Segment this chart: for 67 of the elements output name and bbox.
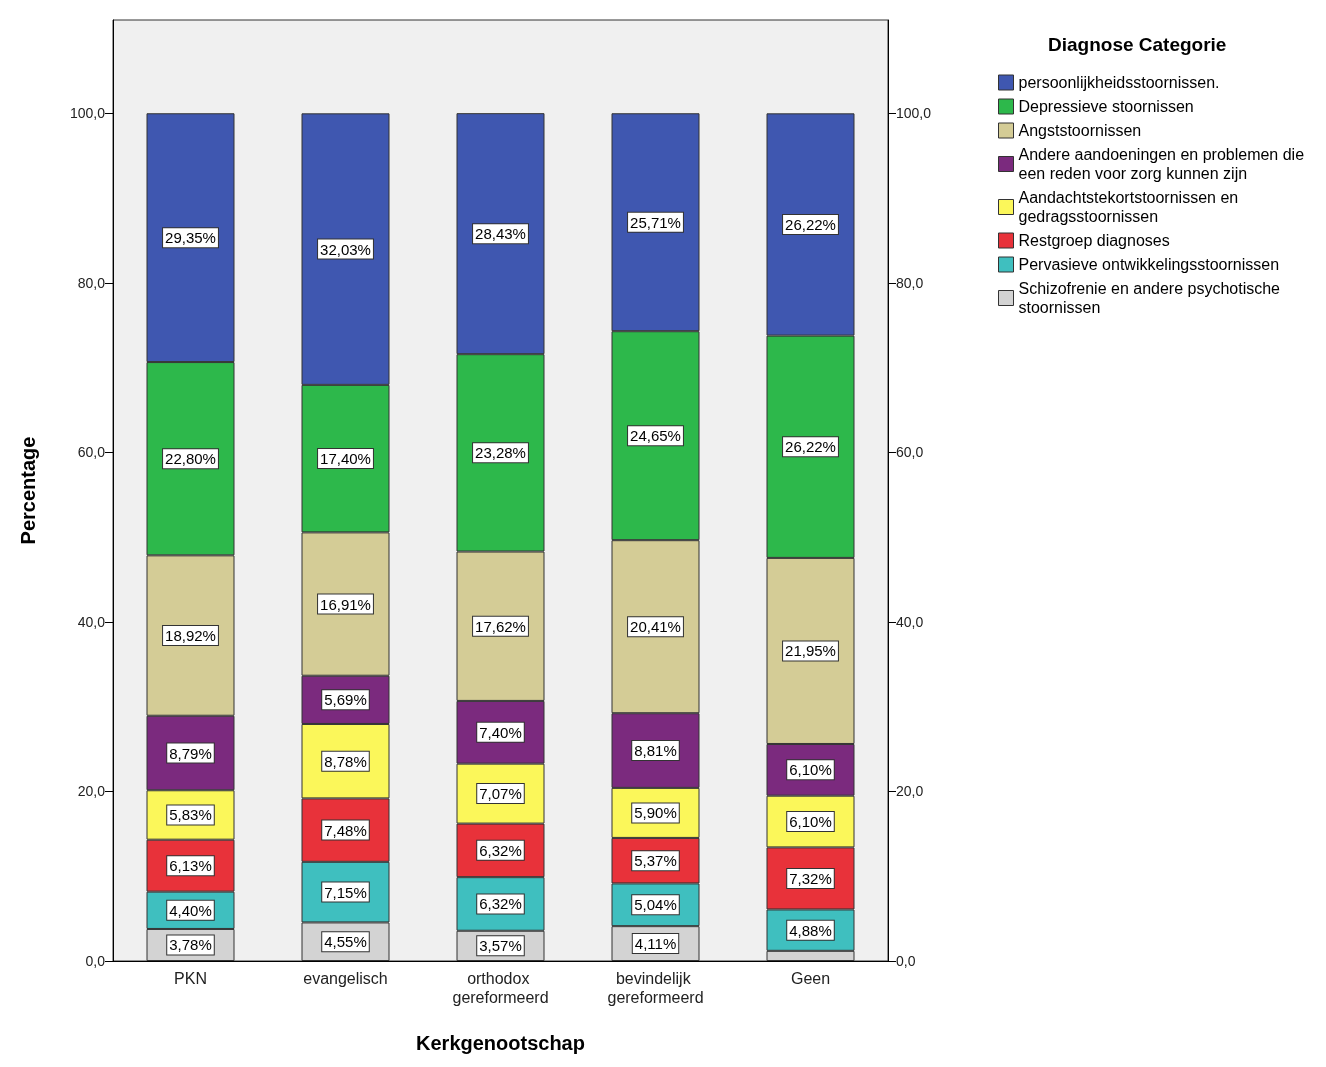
legend-label: Aandachtstekortstoornissen en gedragsstoornissen <box>1018 189 1243 225</box>
data-label: 5,37% <box>634 852 677 870</box>
y2-tick-label: 100,0 <box>896 105 932 122</box>
x-tick-label: Geen <box>790 970 831 987</box>
data-label: 22,80% <box>165 450 216 468</box>
data-label: 29,35% <box>165 229 216 247</box>
x-axis-title: Kerkgenootschap <box>416 1032 585 1054</box>
x-tick-label: evangelisch <box>303 970 388 987</box>
data-label: 5,90% <box>634 804 677 822</box>
data-label: 7,48% <box>324 821 367 839</box>
y-tick-label: 100,0 <box>69 105 106 122</box>
data-label: 6,13% <box>169 857 212 875</box>
y2-tick-label: 0,0 <box>896 953 916 969</box>
data-label: 28,43% <box>475 225 526 243</box>
y-tick-label: 40,0 <box>77 613 106 630</box>
data-label: 5,83% <box>169 806 212 824</box>
legend-label: Andere aandoeningen en problemen die een reden voor zorg kunnen zijn <box>1018 146 1309 182</box>
y-axis-title: Percentage <box>17 436 39 545</box>
x-tick-label: orthodox gereformeerd <box>452 970 549 1006</box>
y2-tick-label: 20,0 <box>896 783 924 800</box>
data-label: 6,32% <box>479 841 522 859</box>
data-label: 4,88% <box>789 921 832 939</box>
data-label: 6,32% <box>479 895 522 913</box>
y-tick-label: 60,0 <box>77 444 106 461</box>
data-label: 7,32% <box>789 869 832 887</box>
data-label: 16,91% <box>320 595 371 613</box>
data-label: 7,15% <box>324 883 367 901</box>
data-label: 8,79% <box>169 744 212 762</box>
data-label: 21,95% <box>785 642 836 660</box>
y-tick-label: 20,0 <box>77 783 106 800</box>
data-label: 26,22% <box>785 438 836 456</box>
data-label: 17,40% <box>320 450 371 468</box>
data-label: 3,78% <box>169 936 212 954</box>
data-label: 8,81% <box>634 742 677 760</box>
y-tick-label: 0,0 <box>85 953 106 969</box>
data-label: 6,10% <box>789 813 832 831</box>
data-label: 4,55% <box>324 933 367 951</box>
data-label: 24,65% <box>630 427 681 445</box>
y2-tick-label: 40,0 <box>896 613 924 630</box>
data-label: 26,22% <box>785 215 836 233</box>
y-tick-label: 80,0 <box>77 274 106 291</box>
legend-label: Pervasieve ontwikkelingsstoornissen <box>1018 256 1280 273</box>
legend-label: Angststoornissen <box>1018 122 1142 139</box>
data-label: 4,40% <box>169 901 212 919</box>
data-label: 3,57% <box>479 937 522 955</box>
x-tick-label: bevindelijk gereformeerd <box>607 970 704 1006</box>
data-label: 17,62% <box>475 617 526 635</box>
legend-title: Diagnose Categorie <box>1048 34 1227 55</box>
legend-label: Depressieve stoornissen <box>1018 98 1194 115</box>
legend-label: Schizofrenie en andere psychotische stoornissen <box>1018 280 1285 316</box>
data-label: 5,04% <box>634 896 677 914</box>
x-tick-label: PKN <box>174 970 207 987</box>
y2-tick-label: 80,0 <box>896 274 924 291</box>
data-label: 20,41% <box>630 618 681 636</box>
data-label: 6,10% <box>789 761 832 779</box>
data-label: 7,07% <box>479 785 522 803</box>
data-label: 18,92% <box>165 627 216 645</box>
data-label: 7,40% <box>479 723 522 741</box>
data-label: 32,03% <box>320 240 371 258</box>
data-label: 4,11% <box>634 935 677 953</box>
data-label: 8,78% <box>324 752 367 770</box>
legend-label: persoonlijkheidsstoornissen. <box>1018 74 1220 91</box>
data-label: 5,69% <box>324 691 367 709</box>
y2-tick-label: 60,0 <box>896 444 924 461</box>
data-label: 23,28% <box>475 444 526 462</box>
data-label: 25,71% <box>630 213 681 231</box>
legend-label: Restgroep diagnoses <box>1018 232 1170 249</box>
